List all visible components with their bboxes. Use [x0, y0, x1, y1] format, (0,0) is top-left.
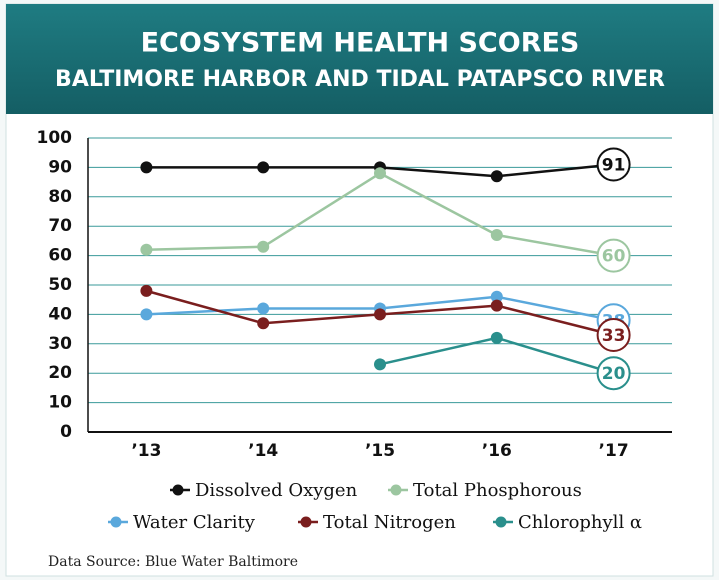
legend-item: Chlorophyll α — [493, 512, 642, 533]
x-tick-label: ’15 — [365, 441, 395, 461]
legend-label: Total Phosphorous — [413, 480, 582, 501]
legend-label: Total Nitrogen — [323, 512, 456, 533]
legend-label: Chlorophyll α — [518, 512, 642, 533]
data-point — [257, 317, 270, 330]
y-tick-label: 0 — [60, 422, 72, 442]
y-tick-label: 50 — [48, 275, 72, 295]
y-tick-label: 20 — [48, 363, 72, 383]
data-label: 33 — [602, 326, 626, 346]
data-point — [374, 358, 386, 371]
legend-item: Total Nitrogen — [298, 512, 456, 533]
data-point — [140, 243, 153, 256]
legend-item: Dissolved Oxygen — [170, 480, 358, 501]
end-marker — [596, 356, 631, 391]
y-tick-label: 30 — [48, 334, 72, 354]
data-point — [257, 161, 270, 174]
legend-label: Water Clarity — [133, 512, 256, 533]
source: Data Source: Blue Water Baltimore — [48, 554, 298, 570]
chart-subtitle: BALTIMORE HARBOR AND TIDAL PATAPSCO RIVE… — [55, 67, 665, 92]
end-marker — [596, 147, 631, 182]
y-tick-label: 10 — [48, 393, 72, 413]
x-tick-label: ’13 — [131, 441, 161, 461]
data-point — [490, 229, 503, 242]
y-tick-label: 90 — [48, 157, 72, 177]
end-marker — [596, 317, 631, 352]
header — [6, 4, 713, 114]
x-tick-label: ’17 — [599, 441, 629, 461]
data-label: 91 — [602, 155, 626, 175]
legend-dot — [390, 484, 402, 496]
data-point — [490, 331, 503, 344]
legend-dot — [495, 516, 507, 528]
legend-item: Water Clarity — [108, 512, 256, 533]
data-point — [490, 299, 503, 312]
y-tick-label: 60 — [48, 246, 72, 266]
y-tick-label: 100 — [37, 128, 73, 148]
data-point — [490, 170, 503, 183]
legend-dot — [172, 484, 184, 496]
data-point — [490, 290, 503, 303]
data-point — [374, 167, 386, 180]
x-tick-label: ’16 — [482, 441, 512, 461]
data-point — [140, 284, 153, 297]
data-label: 60 — [602, 247, 626, 267]
data-point — [140, 161, 153, 174]
legend-item: Total Phosphorous — [388, 480, 582, 501]
data-point — [257, 302, 270, 315]
y-tick-label: 70 — [48, 216, 72, 236]
legend-label: Dissolved Oxygen — [195, 480, 358, 501]
data-point — [140, 308, 153, 321]
data-point — [374, 308, 386, 321]
chart-title: ECOSYSTEM HEALTH SCORES — [141, 28, 580, 59]
data-point — [257, 240, 270, 253]
end-marker — [596, 238, 631, 273]
legend-dot — [300, 516, 312, 528]
x-tick-label: ’14 — [248, 441, 278, 461]
legend-dot — [110, 516, 122, 528]
y-tick-label: 80 — [48, 187, 72, 207]
data-label: 20 — [602, 364, 626, 384]
y-tick-label: 40 — [48, 304, 72, 324]
